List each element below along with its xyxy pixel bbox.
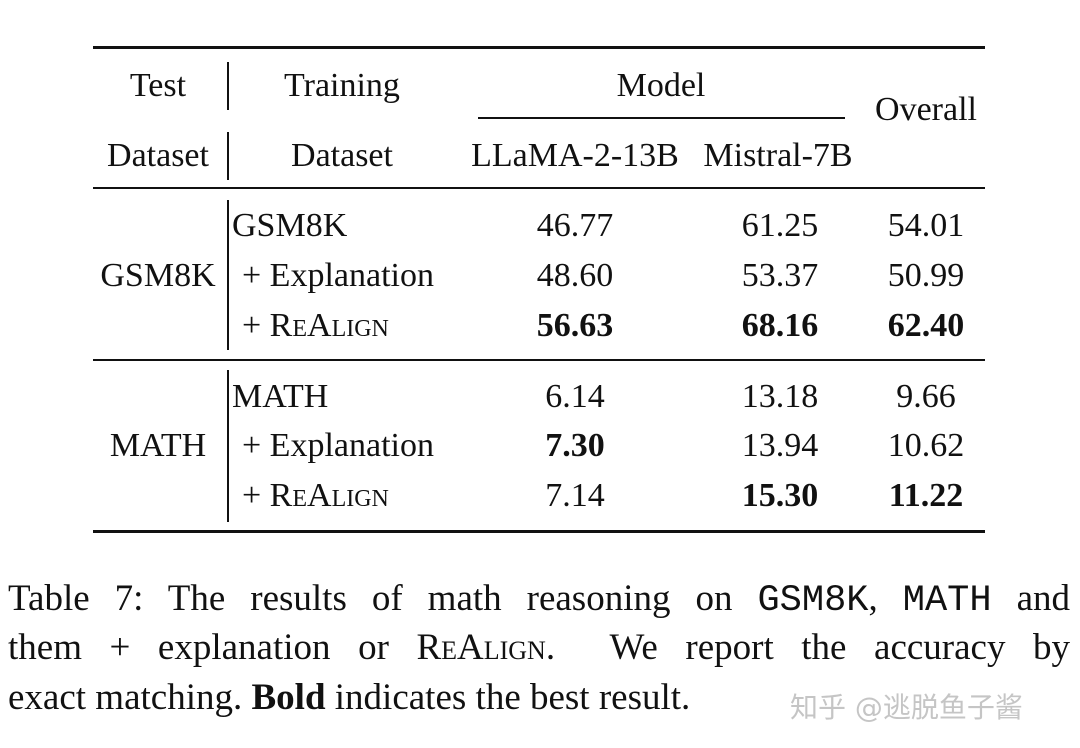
caption-text: GSM8K — [757, 580, 869, 622]
cell-value: 62.40 — [887, 307, 965, 344]
top-rule — [93, 46, 985, 49]
caption-text: Bold — [251, 677, 326, 718]
cell-value: 13.18 — [741, 378, 819, 415]
caption-text: . We report the accuracy by — [545, 627, 1070, 668]
cell-value: 46.77 — [536, 207, 614, 244]
divider — [227, 62, 229, 110]
cell-value: 9.66 — [896, 378, 956, 415]
cell-value: 68.16 — [741, 307, 819, 344]
training-dataset: GSM8K — [232, 207, 348, 244]
cell-value: 7.14 — [545, 477, 605, 514]
cell-value: 13.94 — [741, 427, 819, 464]
model-rule — [478, 117, 845, 119]
caption-text: and — [991, 578, 1070, 619]
training-dataset: + Explanation — [242, 427, 434, 464]
test-dataset: MATH — [109, 427, 207, 464]
caption-text: Table 7: The results of math reasoning o… — [8, 578, 758, 619]
caption-line: them + explanation or ReAlign. We report… — [8, 629, 1070, 666]
cell-value: 11.22 — [888, 477, 964, 514]
cell-value: 54.01 — [887, 207, 965, 244]
caption-text: MATH — [902, 580, 992, 622]
caption-text: indicates the best result. — [325, 677, 691, 718]
training-dataset: + Explanation — [242, 257, 434, 294]
cell-value: 15.30 — [741, 477, 819, 514]
caption-text: exact matching. — [8, 677, 252, 718]
header-test: Test — [129, 67, 187, 104]
cell-value: 48.60 — [536, 257, 614, 294]
cell-value: 61.25 — [741, 207, 819, 244]
cell-value: 53.37 — [741, 257, 819, 294]
caption-text: them + explanation or — [8, 627, 417, 668]
cell-value: 6.14 — [545, 378, 605, 415]
header-rule — [93, 187, 985, 189]
cell-value: 50.99 — [887, 257, 965, 294]
header-overall: Overall — [875, 91, 977, 128]
divider — [227, 132, 229, 180]
cell-value: 10.62 — [887, 427, 965, 464]
header-test: Dataset — [107, 137, 209, 174]
bottom-rule — [93, 530, 985, 533]
group-rule — [93, 359, 985, 361]
training-dataset: MATH — [232, 378, 329, 415]
training-dataset: + ReAlign — [242, 307, 389, 344]
header-model-name: LLaMA-2-13B — [471, 137, 679, 174]
caption-line: Table 7: The results of math reasoning o… — [8, 580, 1070, 620]
header-training: Training — [284, 67, 400, 104]
cell-value: 56.63 — [536, 307, 614, 344]
header-training: Dataset — [291, 137, 393, 174]
header-model-name: Mistral-7B — [703, 137, 853, 174]
caption-text: ReAlign — [416, 627, 546, 668]
training-dataset: + ReAlign — [242, 477, 389, 514]
divider — [227, 200, 229, 350]
caption-text: , — [868, 578, 903, 619]
cell-value: 7.30 — [545, 427, 605, 464]
test-dataset: GSM8K — [100, 257, 216, 294]
divider — [227, 370, 229, 522]
caption-line: exact matching. Bold indicates the best … — [8, 679, 1070, 716]
watermark: 知乎 @逃脱鱼子酱 — [790, 691, 1023, 724]
header-model: Model — [616, 67, 706, 104]
